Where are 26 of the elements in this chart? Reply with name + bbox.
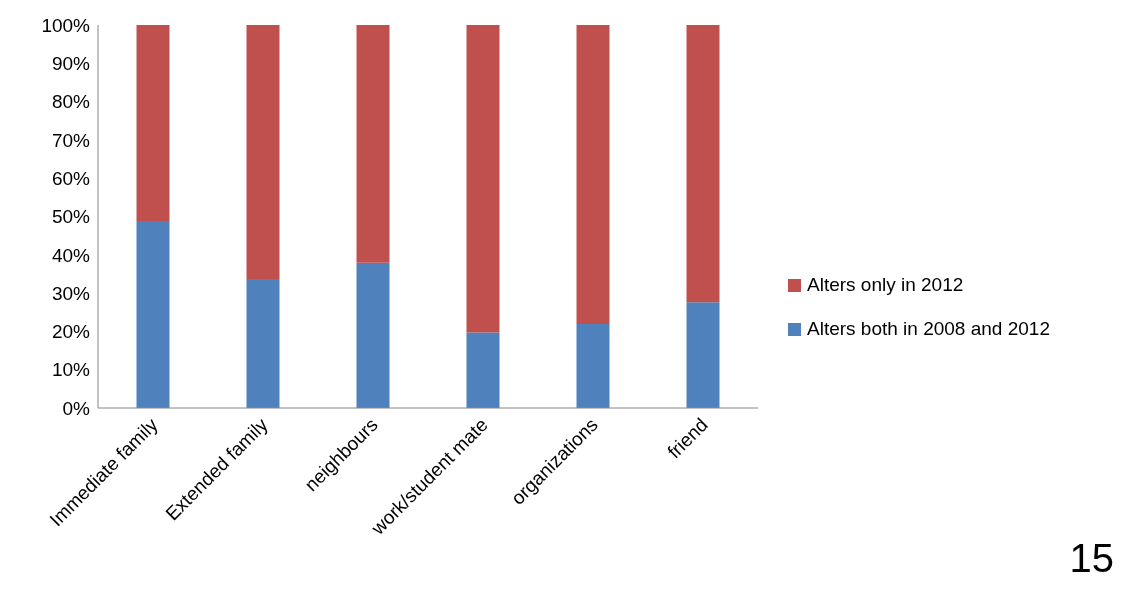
bar bbox=[576, 25, 610, 325]
bar bbox=[246, 278, 280, 408]
y-tick-label: 50% bbox=[51, 206, 91, 228]
y-tick-label: 90% bbox=[51, 53, 91, 75]
bar bbox=[246, 25, 280, 279]
y-tick-label: 40% bbox=[51, 244, 91, 266]
y-tick-label: 10% bbox=[51, 359, 91, 381]
y-tick-label: 20% bbox=[51, 321, 91, 343]
y-tick-label: 80% bbox=[51, 91, 91, 113]
y-tick-label: 60% bbox=[51, 167, 91, 189]
bar bbox=[466, 25, 500, 333]
bar bbox=[356, 25, 390, 263]
bar bbox=[686, 25, 720, 303]
legend-label: Alters only in 2012 bbox=[807, 274, 964, 296]
bar bbox=[136, 221, 170, 408]
y-tick-label: 70% bbox=[51, 129, 91, 151]
bar bbox=[466, 332, 500, 408]
y-tick-label: 30% bbox=[51, 282, 91, 304]
bar bbox=[576, 324, 610, 408]
text: 15 bbox=[1069, 536, 1114, 581]
bar bbox=[686, 302, 720, 408]
y-tick-label: 100% bbox=[41, 14, 91, 36]
y-tick-label: 0% bbox=[62, 397, 91, 419]
legend-label: Alters both in 2008 and 2012 bbox=[807, 318, 1050, 340]
bar bbox=[136, 25, 170, 222]
bar bbox=[356, 262, 390, 408]
